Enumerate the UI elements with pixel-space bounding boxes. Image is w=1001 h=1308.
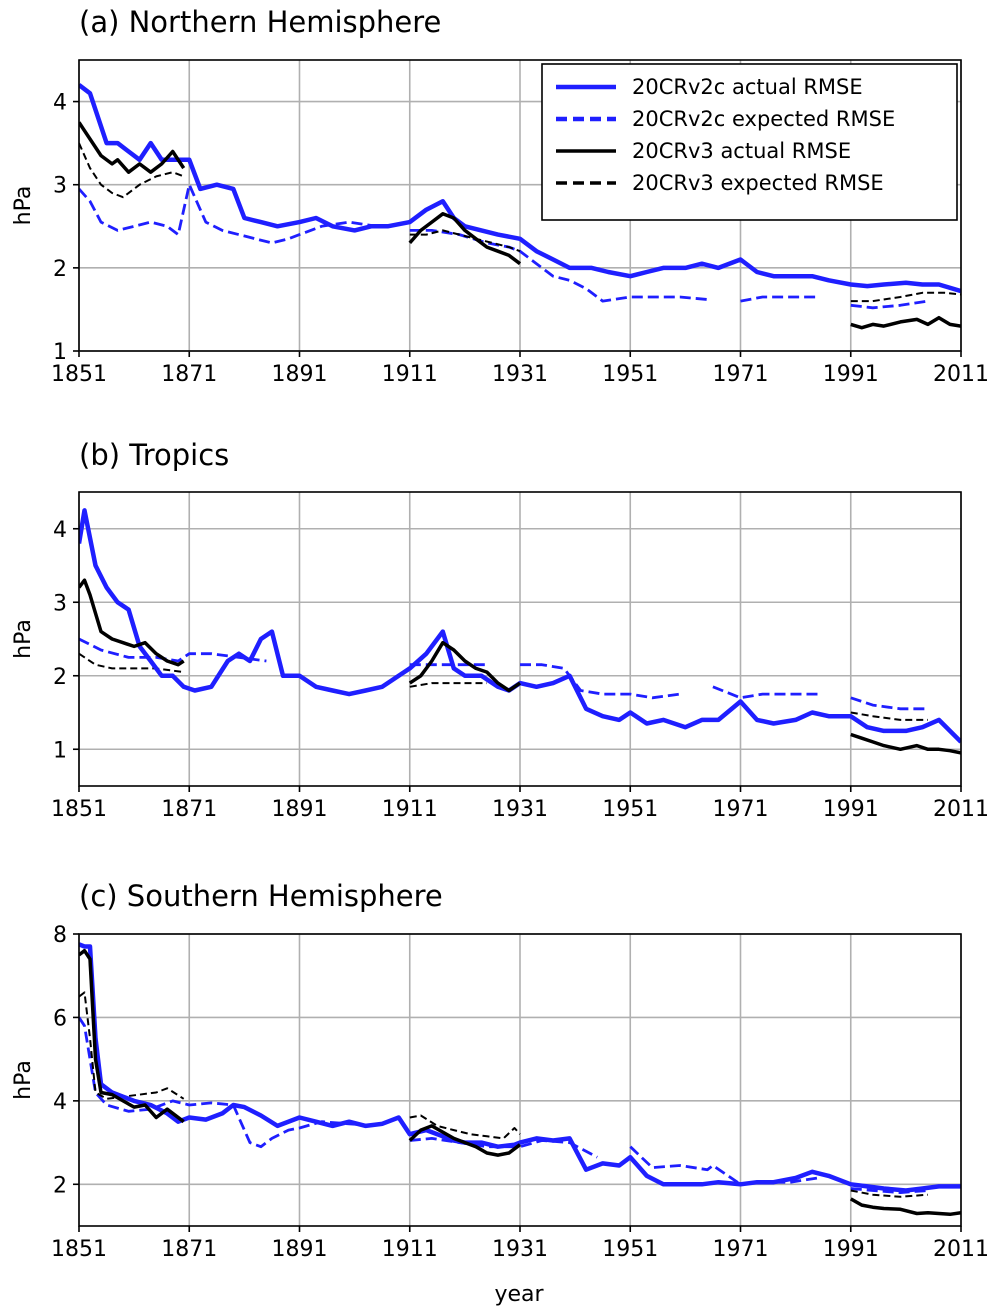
panel-title: (b) Tropics [79, 438, 229, 472]
x-tick-label: 1891 [272, 362, 328, 387]
legend-label: 20CRv3 actual RMSE [632, 139, 851, 163]
y-tick-label: 4 [53, 1090, 67, 1115]
x-tick-label: 1951 [602, 362, 658, 387]
series-line-20crv2c-expected-rmse [79, 637, 267, 663]
panel-title: (c) Southern Hemisphere [79, 879, 443, 913]
y-axis-label: hPa [11, 1060, 36, 1100]
plot-frame [78, 933, 962, 1227]
x-axis-label: year [494, 1282, 544, 1307]
y-axis-label: hPa [11, 619, 36, 659]
y-tick-label: 3 [53, 591, 67, 616]
x-tick-label: 1971 [713, 1237, 769, 1262]
panel-northern-hemisphere: (a) Northern Hemisphere 1851 1871 1891 1911 1… [11, 5, 989, 387]
series-line-20crv3-expected-rmse [409, 229, 521, 253]
series-line-20crv3-expected-rmse [409, 682, 487, 688]
panel-tropics: (b) Tropics 1851 1871 1891 1911 1931 1951 1971 1… [11, 438, 989, 822]
x-tick-label: 1991 [823, 362, 879, 387]
legend-box [541, 63, 958, 221]
x-tick-label: 1991 [823, 1237, 879, 1262]
series-line-20crv3-actual-rmse [79, 578, 185, 667]
y-axis-label: hPa [11, 186, 36, 226]
series-line-20crv3-actual-rmse [850, 315, 961, 330]
series-line-20crv3-actual-rmse [408, 1124, 522, 1157]
series-line-20crv2c-actual-rmse [79, 508, 961, 744]
x-tick-label: 1911 [382, 797, 438, 822]
x-tick-label: 1911 [382, 1237, 438, 1262]
series-line-20crv3-expected-rmse [79, 142, 185, 199]
series-line-20crv2c-expected-rmse [79, 183, 377, 245]
series-line-20crv2c-expected-rmse [79, 1016, 377, 1149]
x-tick-label: 1951 [602, 797, 658, 822]
x-tick-label: 1891 [272, 1237, 328, 1262]
series-line-20crv2c-expected-rmse [409, 229, 708, 303]
series-line-20crv3-expected-rmse [409, 1114, 521, 1140]
series-line-20crv3-expected-rmse [850, 1189, 928, 1198]
plot-frame [78, 491, 962, 787]
series-line-20crv2c-expected-rmse [520, 663, 681, 700]
x-tick-label: 1851 [51, 1237, 107, 1262]
y-tick-label: 1 [53, 738, 67, 763]
x-tick-label: 1911 [382, 362, 438, 387]
y-tick-label: 1 [53, 340, 67, 365]
plot-frame [78, 59, 962, 352]
series-line-20crv2c-expected-rmse [850, 299, 929, 310]
x-tick-label: 1971 [713, 362, 769, 387]
y-tick-label: 4 [53, 91, 67, 116]
legend-label: 20CRv2c actual RMSE [632, 75, 863, 99]
x-tick-label: 1871 [161, 797, 217, 822]
x-tick-label: 1931 [492, 362, 548, 387]
panel-title: (a) Northern Hemisphere [79, 5, 441, 39]
series-line-20crv3-expected-rmse [79, 991, 185, 1100]
y-tick-label: 3 [53, 174, 67, 199]
x-tick-label: 1971 [713, 797, 769, 822]
series-line-20crv3-actual-rmse [849, 1197, 961, 1217]
y-tick-label: 6 [53, 1006, 67, 1031]
x-tick-label: 1871 [161, 362, 217, 387]
x-tick-label: 1851 [51, 797, 107, 822]
series-line-20crv2c-actual-rmse [79, 83, 961, 294]
y-tick-label: 2 [53, 257, 67, 282]
x-tick-label: 1851 [51, 362, 107, 387]
series-line-20crv2c-expected-rmse [850, 1187, 929, 1194]
y-tick-label: 2 [53, 1173, 67, 1198]
x-tick-label: 1871 [161, 1237, 217, 1262]
x-tick-label: 1991 [823, 797, 879, 822]
legend: 20CRv2c actual RMSE 20CRv2c expected RMSE… [541, 63, 958, 221]
x-tick-label: 1891 [272, 797, 328, 822]
series-line-20crv3-actual-rmse [408, 640, 521, 693]
series-line-20crv3-expected-rmse [79, 652, 184, 674]
x-tick-label: 1951 [602, 1237, 658, 1262]
series-line-20crv2c-expected-rmse [850, 696, 928, 711]
series-line-20crv3-expected-rmse [850, 291, 961, 303]
x-tick-label: 1931 [492, 797, 548, 822]
x-tick-label: 2011 [933, 797, 989, 822]
y-tick-label: 2 [53, 665, 67, 690]
series-line-20crv3-actual-rmse [79, 121, 186, 174]
series-line-20crv3-actual-rmse [850, 732, 961, 755]
legend-label: 20CRv3 expected RMSE [632, 171, 884, 195]
series-line-20crv3-expected-rmse [850, 711, 928, 721]
x-tick-label: 2011 [933, 1237, 989, 1262]
x-tick-label: 1931 [492, 1237, 548, 1262]
y-tick-label: 8 [53, 923, 67, 948]
x-tick-label: 2011 [933, 362, 989, 387]
legend-label: 20CRv2c expected RMSE [632, 107, 895, 131]
series-line-20crv3-actual-rmse [79, 948, 185, 1124]
series-line-20crv3-actual-rmse [408, 212, 522, 266]
series-line-20crv2c-expected-rmse [712, 685, 818, 700]
y-tick-label: 4 [53, 518, 67, 543]
panel-southern-hemisphere: (c) Southern Hemisphere 1851 1871 1891 1911 1… [11, 879, 989, 1262]
series-line-20crv2c-expected-rmse [740, 295, 818, 303]
